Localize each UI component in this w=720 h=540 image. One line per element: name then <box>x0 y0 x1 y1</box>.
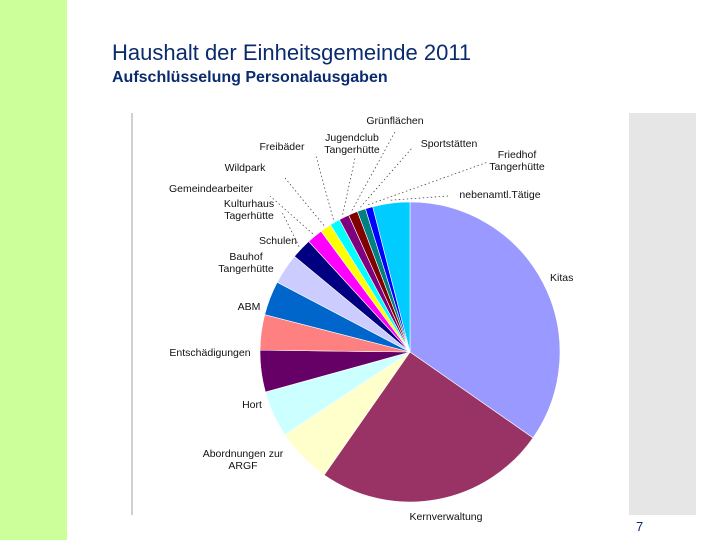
pie-label-line: Gemeindearbeiter <box>169 183 254 195</box>
pie-label: Bauhof Tangerhütte <box>218 251 274 275</box>
pie-label: Freibäder <box>260 141 305 153</box>
left-accent-bar <box>0 0 67 540</box>
pie-label-line: Sportstätten <box>421 138 478 150</box>
pie-label-line: Kernverwaltung <box>410 511 483 523</box>
pie-label: Entschädigungen <box>169 347 250 359</box>
leader-line <box>281 211 300 247</box>
leader-line <box>269 195 314 235</box>
pie-label-line: Entschädigungen <box>169 347 250 359</box>
pie-slice-kitas <box>409 201 561 439</box>
leader-line <box>368 161 489 206</box>
pie-leader-lines <box>269 129 489 247</box>
pie-label-line: Abordnungen zur <box>203 448 284 460</box>
pie-label-line: Wildpark <box>225 162 267 174</box>
pie-label-line: Friedhof <box>498 149 537 161</box>
pie-label-line: ARGF <box>228 460 257 472</box>
pie-label-line: Kulturhaus <box>224 198 274 210</box>
pie-label: Kitas <box>550 272 573 284</box>
pie-label-line: Bauhof <box>229 251 262 263</box>
pie-label-line: Jugendclub <box>325 132 379 144</box>
pie-label: Friedhof Tangerhütte <box>489 149 545 173</box>
pie-label: ABM <box>238 301 261 313</box>
pie-label: Jugendclub Tangerhütte <box>324 132 380 156</box>
pie-label-line: ABM <box>238 301 261 313</box>
pie-label-line: Freibäder <box>260 141 305 153</box>
pie-slice-nebenamtl-tätige <box>372 201 411 353</box>
leader-line <box>351 129 397 211</box>
pie-label: Schulen <box>259 235 297 247</box>
pie-label-line: Kitas <box>550 272 573 284</box>
pie-label: Abordnungen zur ARGF <box>203 448 284 472</box>
pie-label: Kulturhaus Tagerhütte <box>224 198 274 222</box>
chart-frame-right <box>629 113 696 515</box>
pie-label: Hort <box>242 399 262 411</box>
pie-label-line: Tagerhütte <box>224 210 274 222</box>
pie-label-line: Grünflächen <box>366 115 423 127</box>
leader-line <box>315 155 334 220</box>
pie-label-line: nebenamtl.Tätige <box>459 189 540 201</box>
pie-label: Grünflächen <box>366 115 423 127</box>
leader-line <box>360 147 413 208</box>
pie-label: Wildpark <box>225 162 267 174</box>
page-number: 7 <box>636 519 644 534</box>
pie-label: Kernverwaltung <box>410 511 483 523</box>
pie-label-line: Hort <box>242 399 262 411</box>
pie-label-line: Tangerhütte <box>324 144 380 156</box>
pie-label: nebenamtl.Tätige <box>459 189 540 201</box>
leader-line <box>390 195 449 201</box>
pie-label: Sportstätten <box>421 138 478 150</box>
pie-label-line: Tangerhütte <box>218 263 274 275</box>
pie-label-line: Schulen <box>259 235 297 247</box>
slide-title: Haushalt der Einheitsgemeinde 2011 <box>112 40 472 65</box>
pie-label-line: Tangerhütte <box>489 161 545 173</box>
slide-subtitle: Aufschlüsselung Personalausgaben <box>112 69 388 86</box>
pie-labels: Kitas Kernverwaltung Abordnungen zur ARGF Ho… <box>169 115 573 523</box>
chart-frame-left <box>131 113 133 515</box>
pie-slices <box>259 201 561 503</box>
leader-line <box>284 177 325 226</box>
leader-line <box>342 157 356 215</box>
pie-label: Gemeindearbeiter <box>169 183 254 195</box>
pie-slice-kernverwaltung <box>323 351 534 503</box>
